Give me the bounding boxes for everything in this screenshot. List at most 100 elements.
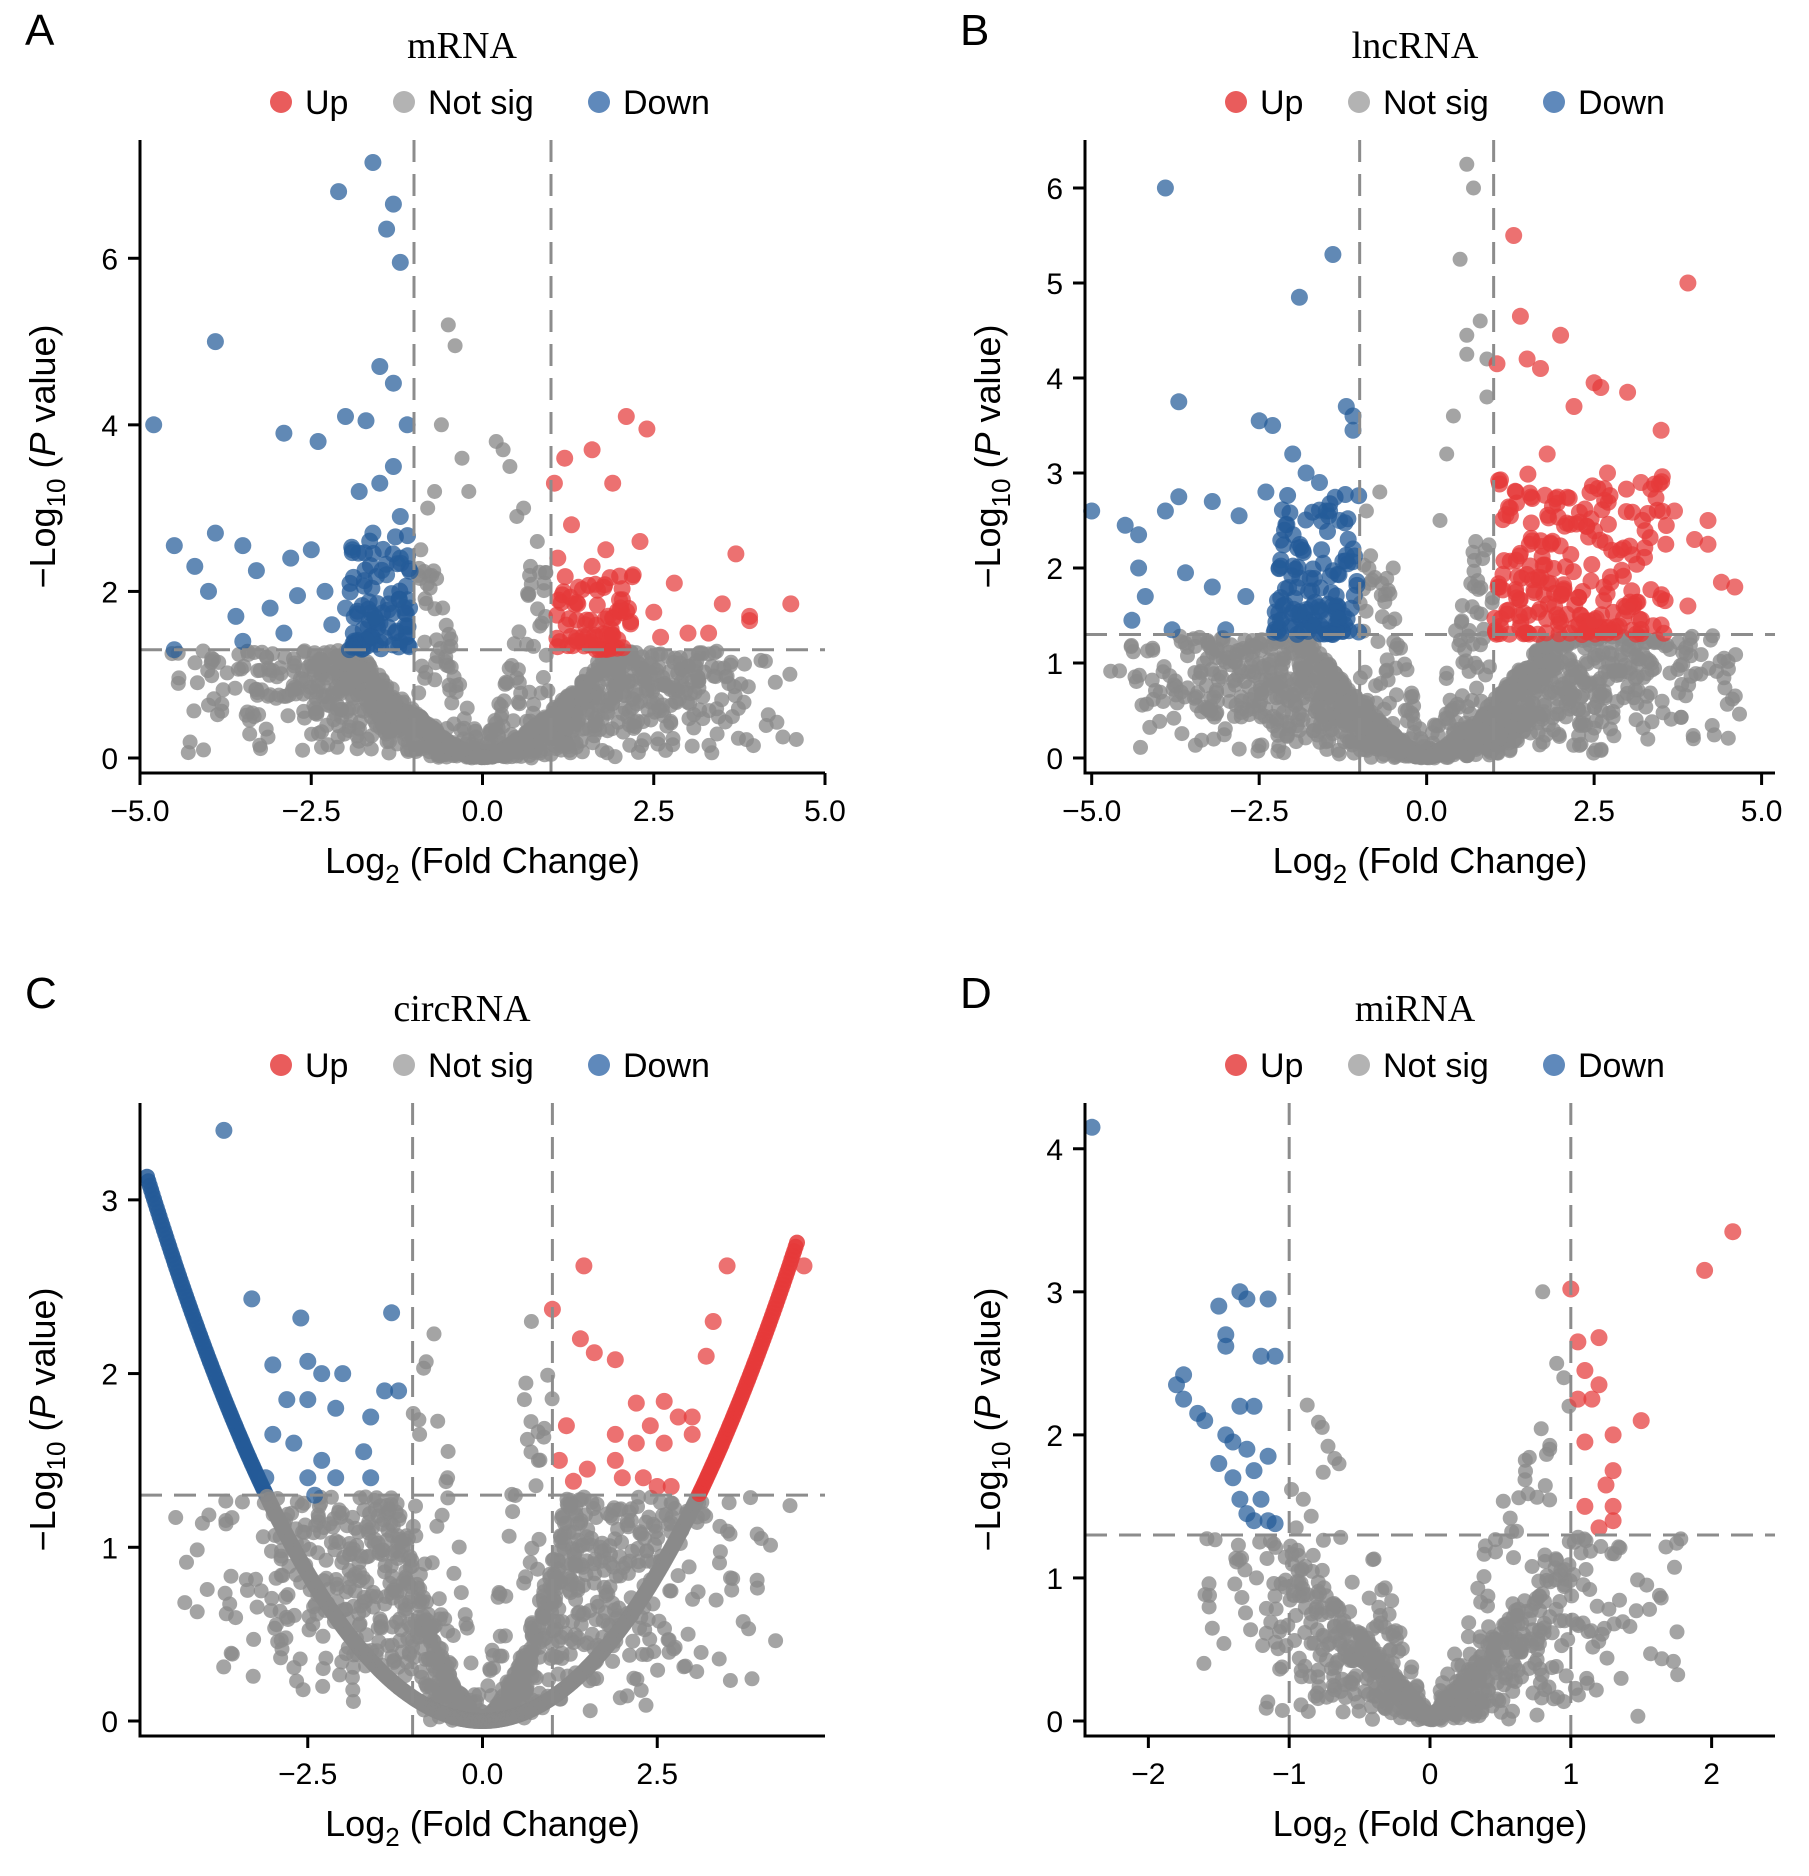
point-up <box>1540 509 1558 527</box>
point-not-sig <box>471 1687 487 1703</box>
point-not-sig <box>730 730 746 746</box>
point-not-sig <box>1422 748 1438 764</box>
point-down <box>391 508 409 525</box>
point-not-sig <box>1270 743 1286 759</box>
point-up <box>1699 535 1717 553</box>
point-up <box>1547 490 1564 507</box>
legend-marker-down <box>588 1054 610 1076</box>
point-not-sig <box>446 1565 462 1581</box>
point-up <box>727 545 745 563</box>
point-down <box>1278 516 1296 533</box>
point-down <box>1330 610 1348 628</box>
point-not-sig <box>1400 702 1416 718</box>
point-not-sig <box>394 706 410 722</box>
point-not-sig <box>1231 741 1247 757</box>
point-up <box>555 583 573 601</box>
point-down <box>337 408 354 425</box>
point-not-sig <box>1217 721 1233 737</box>
point-not-sig <box>177 1595 193 1611</box>
point-not-sig <box>345 1659 361 1675</box>
point-not-sig <box>388 1578 404 1594</box>
point-down <box>1294 541 1312 559</box>
point-not-sig <box>1673 709 1689 725</box>
point-not-sig <box>1457 642 1473 658</box>
point-not-sig <box>442 682 458 698</box>
point-not-sig <box>515 1651 531 1667</box>
point-not-sig <box>684 738 700 754</box>
point-up <box>1636 522 1654 540</box>
point-down <box>1288 579 1306 596</box>
x-tick-label: 2.5 <box>1573 795 1615 828</box>
point-not-sig <box>447 338 463 354</box>
point-not-sig <box>711 1651 727 1667</box>
point-not-sig <box>179 1554 194 1570</box>
point-not-sig <box>435 600 451 616</box>
point-not-sig <box>744 1671 760 1687</box>
point-not-sig <box>1152 713 1168 729</box>
point-down <box>1203 493 1221 510</box>
point-not-sig <box>527 1619 542 1635</box>
point-up <box>556 568 574 586</box>
point-down <box>1237 588 1255 605</box>
point-not-sig <box>453 1585 469 1601</box>
point-not-sig <box>458 1616 474 1632</box>
point-not-sig <box>587 718 603 734</box>
point-not-sig <box>532 1593 547 1609</box>
point-not-sig <box>1313 700 1329 716</box>
point-up <box>1652 421 1670 439</box>
point-up <box>782 595 800 613</box>
point-not-sig <box>709 726 725 742</box>
chart-title: mRNA <box>407 25 517 67</box>
chart-title: lncRNA <box>1352 25 1479 67</box>
point-not-sig <box>195 643 211 659</box>
legend: Up Not sig Down <box>270 1047 710 1085</box>
point-not-sig <box>1235 641 1251 656</box>
x-tick-label: −5.0 <box>1062 795 1121 828</box>
point-not-sig <box>1372 738 1388 754</box>
point-not-sig <box>523 558 538 574</box>
point-up <box>597 541 615 559</box>
point-not-sig <box>1592 671 1608 686</box>
point-not-sig <box>560 696 576 712</box>
point-down <box>1203 578 1221 596</box>
point-not-sig <box>582 1703 598 1719</box>
point-not-sig <box>593 1553 609 1569</box>
point-not-sig <box>1538 727 1554 743</box>
point-not-sig <box>1395 743 1411 759</box>
point-up <box>1602 574 1620 591</box>
point-not-sig <box>1372 484 1388 500</box>
point-not-sig <box>461 484 477 499</box>
point-not-sig <box>681 711 697 727</box>
point-not-sig <box>194 1515 210 1531</box>
point-not-sig <box>1466 180 1481 196</box>
point-not-sig <box>1576 702 1592 718</box>
point-up <box>645 603 663 621</box>
point-not-sig <box>1269 677 1285 693</box>
point-not-sig <box>782 1498 798 1514</box>
point-not-sig <box>1251 738 1267 754</box>
point-up <box>588 596 606 614</box>
point-not-sig <box>1180 680 1196 696</box>
point-not-sig <box>430 1413 446 1429</box>
point-not-sig <box>1454 613 1470 629</box>
point-not-sig <box>680 1626 696 1642</box>
point-down <box>384 458 402 475</box>
point-not-sig <box>1240 664 1256 680</box>
point-not-sig <box>592 1539 608 1555</box>
point-not-sig <box>636 732 652 748</box>
point-up <box>1617 503 1635 521</box>
point-not-sig <box>1523 674 1539 690</box>
point-down <box>1289 558 1307 576</box>
point-not-sig <box>272 1603 288 1619</box>
point-not-sig <box>1282 718 1298 734</box>
legend-marker-up <box>1225 91 1247 113</box>
point-not-sig <box>1732 706 1747 722</box>
point-not-sig <box>1233 705 1249 720</box>
point-not-sig <box>1148 683 1163 698</box>
point-not-sig <box>168 1510 184 1525</box>
point-down <box>206 524 224 542</box>
point-not-sig <box>1468 534 1484 549</box>
point-not-sig <box>1166 710 1182 726</box>
point-down <box>345 568 362 586</box>
